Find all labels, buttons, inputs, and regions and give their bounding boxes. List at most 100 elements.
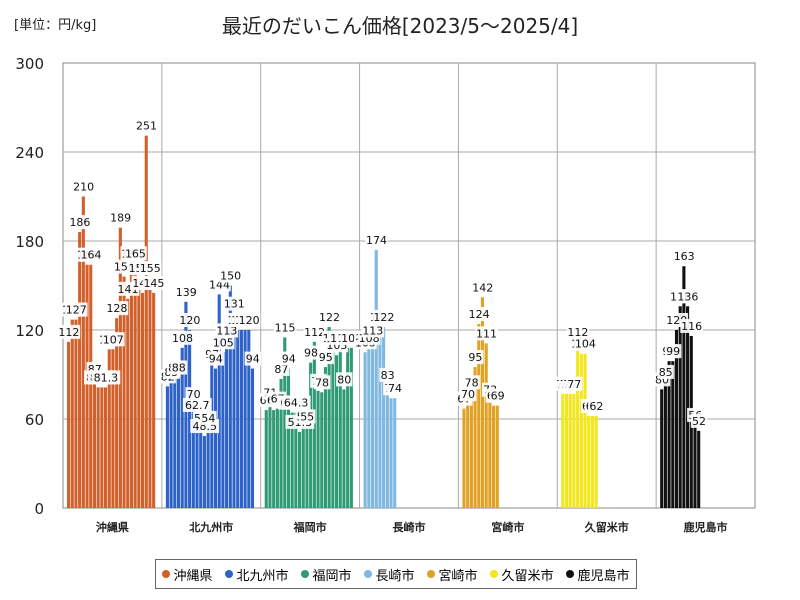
data-label: 87	[274, 363, 288, 376]
bar	[682, 266, 686, 508]
data-label: 95	[319, 351, 333, 364]
data-label: 112	[304, 326, 325, 339]
data-label: 115	[275, 321, 296, 334]
data-label-bg	[64, 302, 88, 317]
data-label-bg	[379, 367, 396, 382]
bar	[298, 431, 302, 508]
data-label-bg	[200, 410, 217, 425]
legend-label: 沖縄県	[173, 568, 213, 584]
data-label-bg	[68, 215, 92, 230]
bar	[239, 330, 243, 508]
data-label-bg	[170, 360, 188, 375]
data-label-bg	[467, 350, 484, 365]
bar	[272, 410, 276, 508]
bar	[129, 263, 133, 508]
data-label-bg	[237, 313, 261, 327]
data-label-bg	[566, 376, 583, 391]
bar	[568, 393, 572, 508]
data-label-bg	[574, 336, 597, 351]
data-label-bg	[302, 345, 320, 360]
bar	[480, 297, 485, 508]
bar	[275, 408, 279, 508]
data-label-bg	[313, 375, 331, 390]
data-label-bg	[690, 413, 708, 428]
bar	[236, 330, 240, 508]
bar	[693, 424, 697, 508]
x-tick-label: 長崎市	[393, 520, 426, 534]
bar	[137, 278, 141, 508]
bar	[667, 361, 671, 508]
bar	[663, 381, 667, 508]
legend-label: 福岡市	[312, 568, 352, 584]
data-label-bg	[657, 364, 674, 379]
data-label: 94	[282, 353, 296, 366]
x-tick-label: 福岡市	[293, 520, 327, 534]
data-label-bg	[336, 372, 353, 387]
bar	[393, 398, 397, 508]
bar	[221, 352, 225, 508]
y-tick-label: 60	[25, 411, 44, 429]
bar	[78, 232, 82, 508]
legend-marker	[225, 570, 234, 578]
bar	[576, 341, 580, 508]
bar	[107, 349, 111, 508]
data-label-bg	[57, 324, 81, 339]
data-label: 78	[465, 376, 479, 389]
data-label-bg	[664, 344, 682, 359]
data-label: 70	[461, 388, 475, 401]
bar	[228, 285, 232, 508]
bar	[572, 393, 576, 508]
data-label-bg	[318, 310, 341, 325]
bar	[583, 353, 587, 508]
y-tick-label: 120	[15, 322, 44, 340]
bar	[173, 377, 177, 508]
bar	[180, 347, 184, 508]
data-label-bg	[185, 387, 202, 402]
bar	[144, 135, 148, 508]
x-tick-label: 久留米市	[585, 520, 629, 534]
bar	[74, 319, 78, 508]
bar	[305, 426, 309, 508]
bar	[488, 399, 492, 508]
data-label-bg	[273, 320, 297, 335]
data-label: 210	[73, 181, 94, 194]
x-tick-label: 北九州市	[189, 520, 233, 534]
bar	[264, 410, 268, 508]
data-label: 74	[388, 382, 402, 395]
x-tick-label: 沖縄県	[96, 520, 129, 534]
bar	[301, 426, 305, 508]
bar	[141, 292, 145, 508]
legend-label: 久留米市	[501, 568, 554, 584]
bar	[217, 294, 221, 508]
data-label: 122	[373, 311, 394, 324]
data-label: 104	[575, 338, 596, 351]
data-label: 124	[469, 308, 490, 321]
data-label: 85	[659, 366, 673, 379]
bar	[210, 364, 214, 508]
bar	[382, 327, 386, 508]
data-label: 142	[472, 281, 493, 294]
bar	[484, 343, 488, 508]
data-label: 52	[692, 415, 706, 428]
data-label: 113	[216, 324, 237, 337]
data-label: 107	[103, 333, 124, 346]
bar	[286, 368, 291, 508]
bar	[165, 386, 169, 508]
x-tick-label: 鹿児島市	[684, 520, 728, 534]
data-label-bg	[680, 318, 703, 333]
bar	[338, 347, 342, 508]
bar	[243, 330, 247, 508]
data-label-bg	[280, 351, 297, 366]
y-tick-label: 0	[34, 500, 44, 518]
data-label: 69	[491, 390, 505, 403]
bar	[92, 378, 96, 508]
bar	[327, 327, 331, 508]
bar	[316, 390, 320, 508]
legend-item: 福岡市	[301, 565, 352, 584]
data-label: 54	[201, 412, 215, 425]
bar	[660, 389, 664, 508]
bar	[118, 227, 122, 508]
data-label: 70	[187, 388, 201, 401]
data-label: 127	[66, 304, 87, 317]
bar	[213, 368, 218, 508]
